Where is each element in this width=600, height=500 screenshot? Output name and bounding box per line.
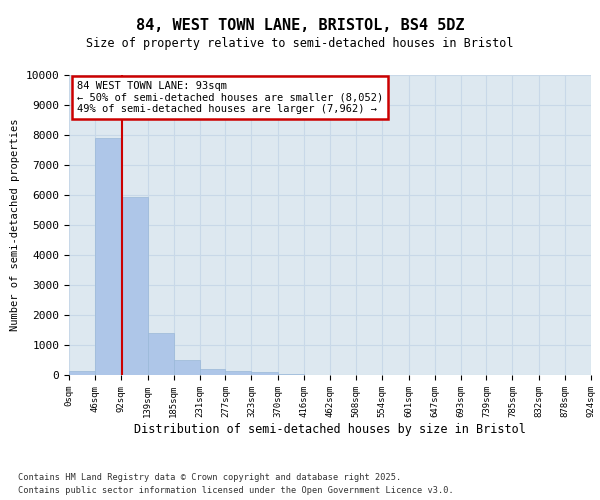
- Bar: [95, 138, 121, 375]
- Text: Contains public sector information licensed under the Open Government Licence v3: Contains public sector information licen…: [18, 486, 454, 495]
- Text: Contains HM Land Registry data © Crown copyright and database right 2025.: Contains HM Land Registry data © Crown c…: [18, 472, 401, 482]
- Bar: [148, 333, 173, 375]
- Bar: [121, 196, 148, 375]
- Text: 84, WEST TOWN LANE, BRISTOL, BS4 5DZ: 84, WEST TOWN LANE, BRISTOL, BS4 5DZ: [136, 18, 464, 32]
- Bar: [226, 370, 251, 375]
- Bar: [69, 370, 95, 375]
- Y-axis label: Number of semi-detached properties: Number of semi-detached properties: [10, 118, 20, 331]
- X-axis label: Distribution of semi-detached houses by size in Bristol: Distribution of semi-detached houses by …: [134, 422, 526, 436]
- Bar: [173, 360, 199, 375]
- Bar: [199, 369, 226, 375]
- Bar: [251, 372, 278, 375]
- Text: Size of property relative to semi-detached houses in Bristol: Size of property relative to semi-detach…: [86, 38, 514, 51]
- Text: 84 WEST TOWN LANE: 93sqm
← 50% of semi-detached houses are smaller (8,052)
49% o: 84 WEST TOWN LANE: 93sqm ← 50% of semi-d…: [77, 81, 383, 114]
- Bar: [278, 374, 304, 375]
